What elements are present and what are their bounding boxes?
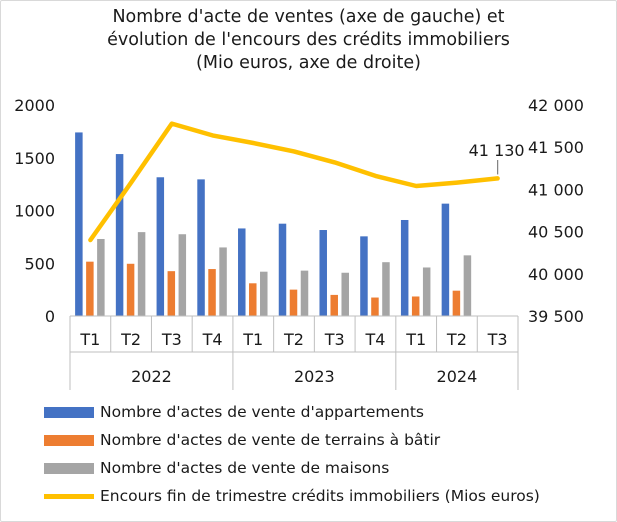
bar-2 (452, 290, 461, 316)
bar-1 (360, 236, 368, 316)
bar-3 (300, 270, 309, 316)
y-left-tick-label: 1500 (14, 149, 55, 168)
y-right-tick-label: 41 000 (528, 180, 584, 199)
x-tick-label: T1 (405, 330, 426, 349)
legend-label-maisons: Nombre d'actes de vente de maisons (100, 459, 390, 477)
bar-2 (371, 297, 379, 316)
legend-swatch-appartements (44, 406, 94, 418)
x-tick-label: T2 (446, 330, 467, 349)
bar-2 (289, 289, 298, 316)
legend-swatch-encours (44, 493, 94, 499)
bar-3 (422, 267, 431, 316)
bar-1 (238, 228, 246, 316)
bar-3 (219, 247, 227, 316)
bar-2 (86, 261, 94, 316)
legend-label-appartements: Nombre d'actes de vente d'appartements (100, 403, 424, 421)
bar-1 (75, 132, 83, 316)
legend-label-encours: Encours fin de trimestre crédits immobil… (100, 487, 540, 505)
bar-3 (463, 255, 472, 316)
x-tick-label: T3 (487, 330, 508, 349)
x-tick-label: T4 (364, 330, 385, 349)
bar-3 (97, 238, 105, 316)
year-group-label: 2023 (294, 367, 335, 386)
bar-3 (382, 262, 390, 316)
legend-swatch-terrains (44, 434, 94, 446)
bar-1 (278, 223, 287, 316)
chart-title-line-2: évolution de l'encours des crédits immob… (107, 30, 510, 50)
bar-2 (208, 269, 216, 316)
legend-item-encours: Encours fin de trimestre crédits immobil… (44, 485, 540, 507)
y-right-tick-label: 39 500 (528, 307, 584, 326)
y-left-tick-label: 2000 (14, 96, 55, 115)
bar-1 (156, 177, 165, 316)
bar-3 (178, 234, 187, 316)
y-right-tick-label: 40 500 (528, 223, 584, 242)
bar-1 (400, 219, 409, 316)
x-tick-label: T1 (79, 330, 100, 349)
bar-3 (260, 271, 268, 316)
bar-3 (341, 272, 349, 316)
encours-line (88, 121, 500, 243)
bar-3 (137, 232, 146, 316)
legend-item-terrains: Nombre d'actes de vente de terrains à bâ… (44, 429, 440, 451)
year-group-label: 2024 (437, 367, 478, 386)
legend-item-maisons: Nombre d'actes de vente de maisons (44, 457, 389, 479)
y-right-tick-label: 42 000 (528, 96, 584, 115)
bar-1 (441, 203, 450, 316)
bar-2 (167, 271, 176, 316)
chart-title-line-1: Nombre d'acte de ventes (axe de gauche) … (112, 7, 505, 27)
x-tick-label: T1 (242, 330, 263, 349)
x-tick-label: T2 (120, 330, 141, 349)
legend-swatch-maisons (44, 462, 94, 474)
y-right-tick-label: 40 000 (528, 265, 584, 284)
year-group-label: 2022 (131, 367, 172, 386)
bar-2 (411, 296, 420, 316)
chart-title-line-3: (Mio euros, axe de droite) (196, 53, 421, 73)
y-right-tick-label: 41 500 (528, 138, 584, 157)
y-left-tick-label: 500 (24, 254, 55, 273)
annotation-label: 41 130 (469, 141, 525, 160)
legend-label-terrains: Nombre d'actes de vente de terrains à bâ… (100, 431, 441, 449)
y-left-tick-label: 1000 (14, 202, 55, 221)
legend-item-appartements: Nombre d'actes de vente d'appartements (44, 401, 424, 423)
chart-plot: 0 500 1000 1500 2000 39 500 40 000 40 500 41 000… (14, 96, 584, 390)
bar-2 (249, 283, 257, 316)
bar-1 (319, 230, 327, 316)
y-left-tick-label: 0 (45, 307, 55, 326)
x-tick-label: T2 (283, 330, 304, 349)
x-tick-label: T3 (324, 330, 345, 349)
bar-2 (330, 294, 338, 316)
bar-1 (197, 179, 205, 316)
bar-2 (126, 263, 135, 316)
x-tick-label: T3 (161, 330, 182, 349)
x-tick-label: T4 (202, 330, 223, 349)
bar-1 (115, 154, 124, 316)
